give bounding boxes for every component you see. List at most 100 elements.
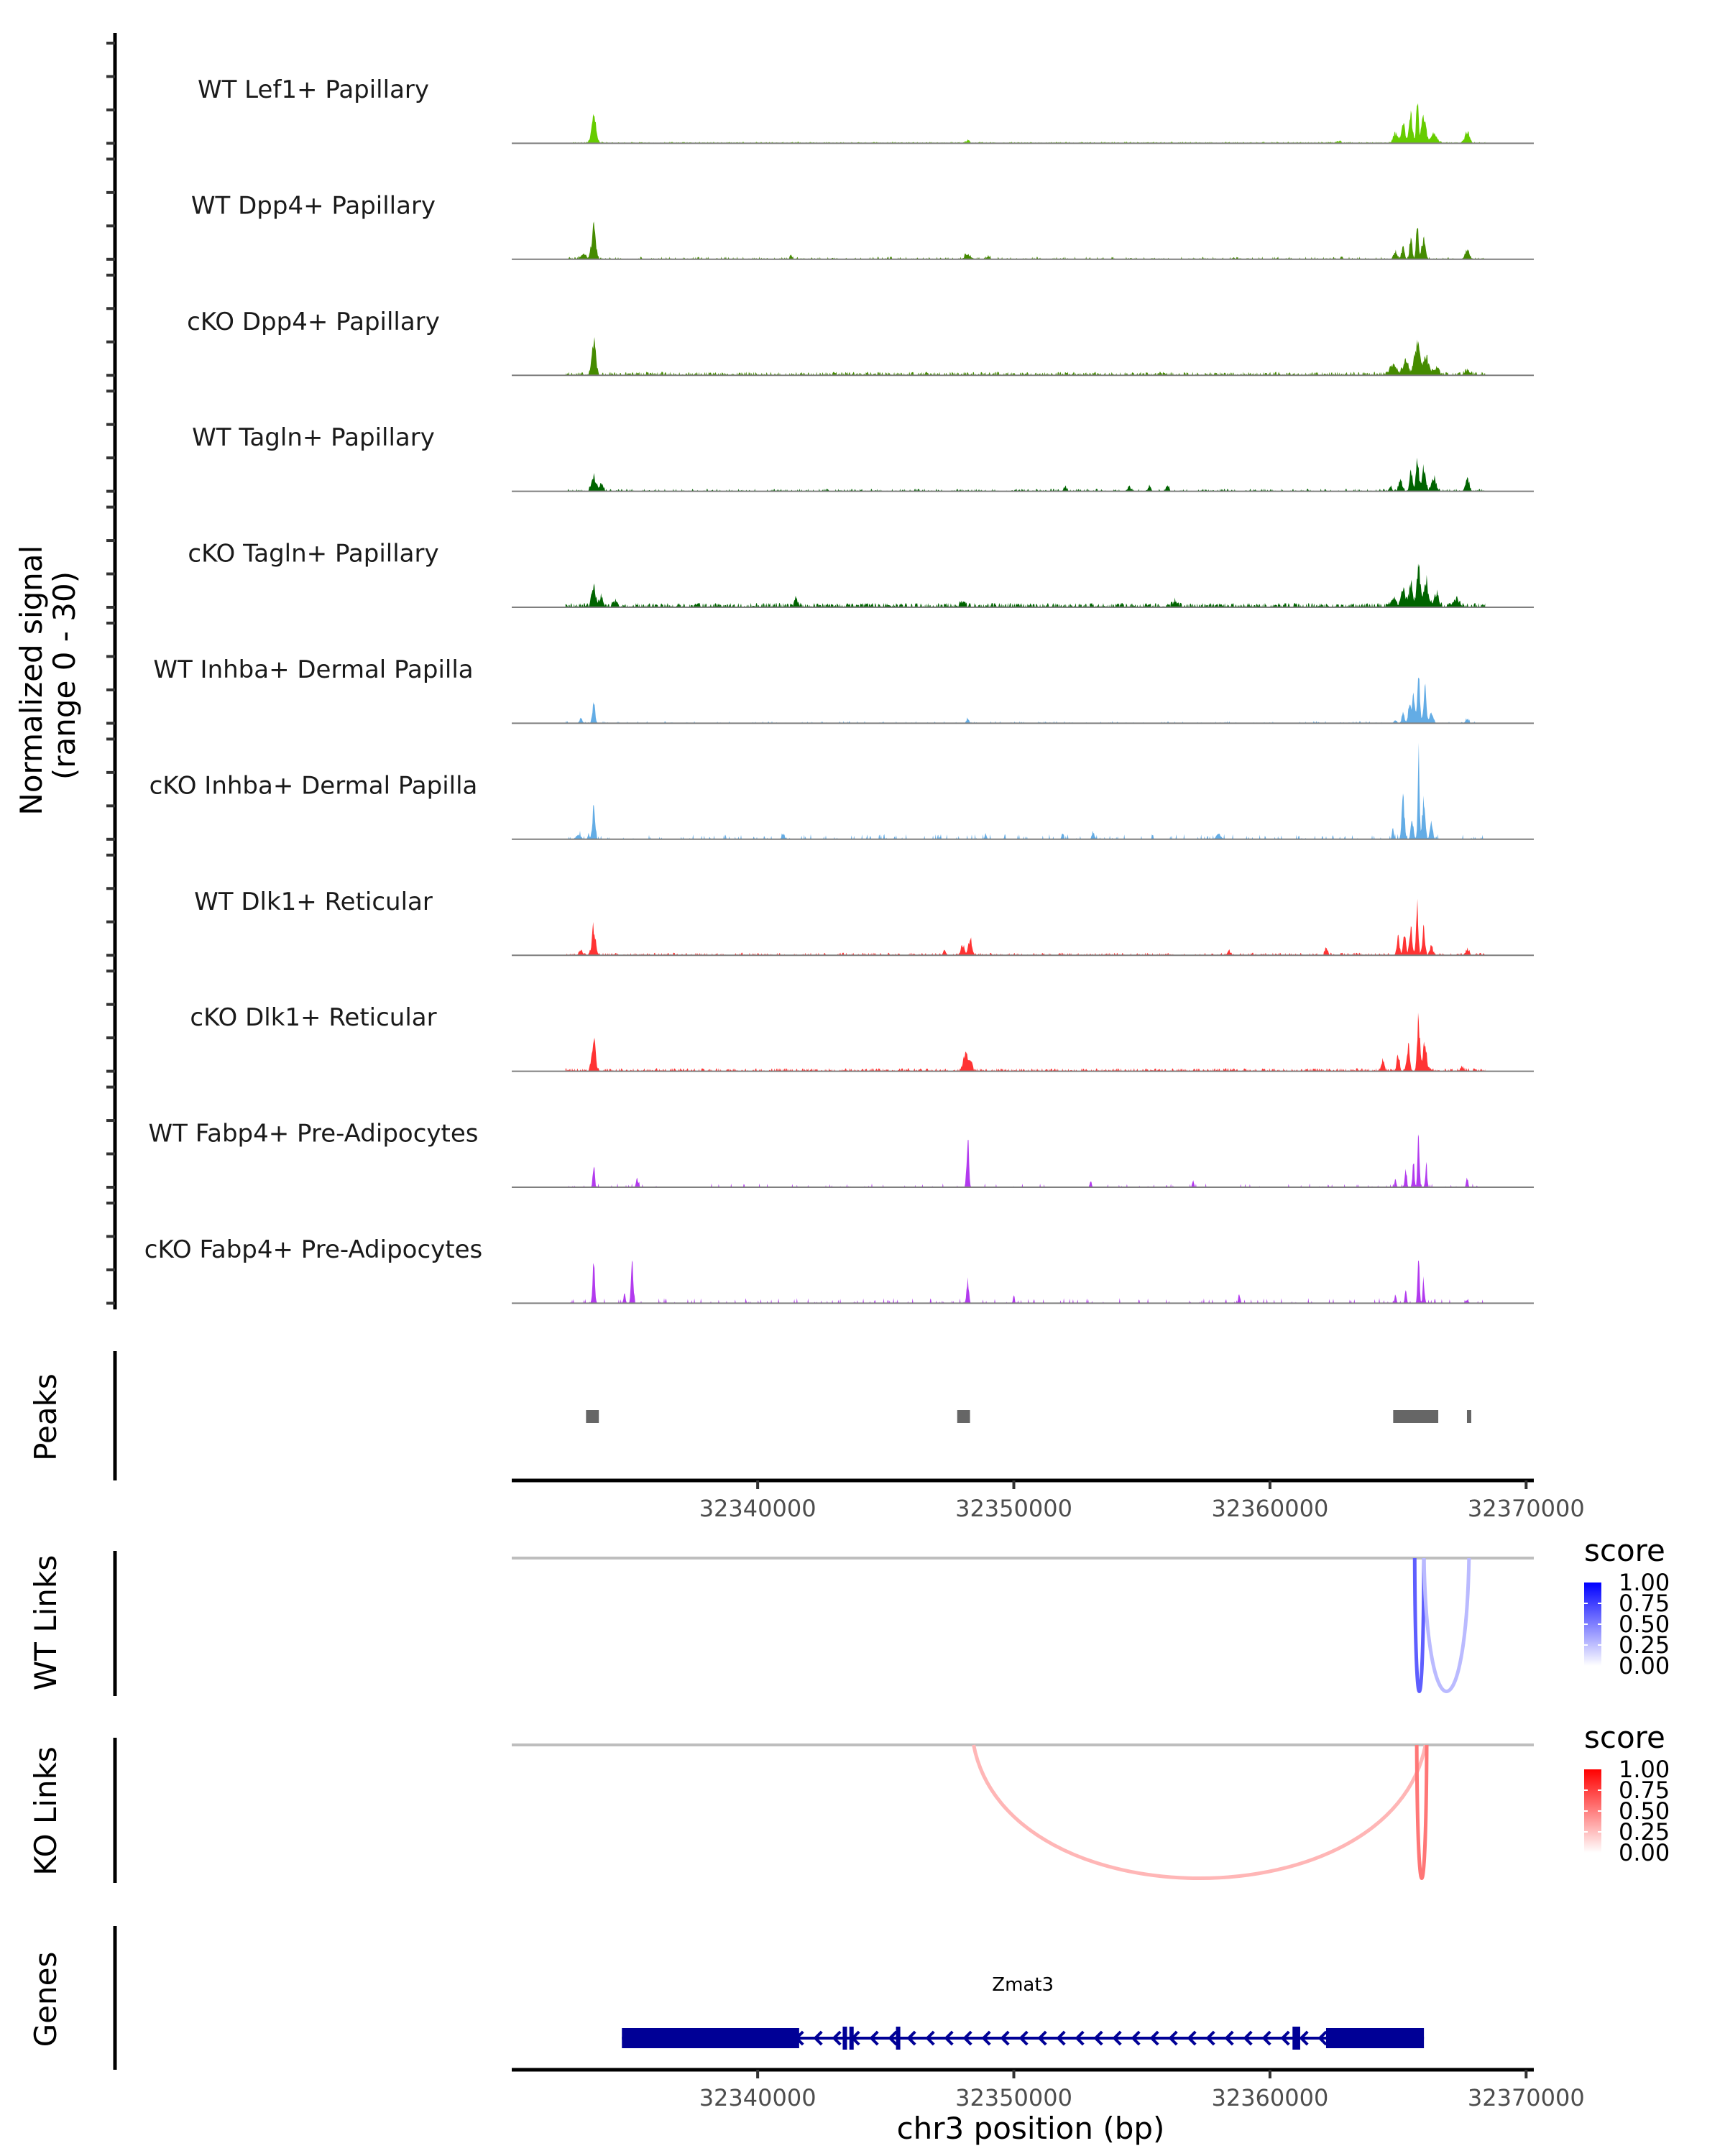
coverage-track: WT Inhba+ Dermal Papilla <box>153 655 1534 724</box>
legend-title: score <box>1584 1720 1665 1755</box>
coverage-track: cKO Dpp4+ Papillary <box>187 308 1534 377</box>
coverage-track: WT Dlk1+ Reticular <box>194 888 1534 957</box>
legend-tick-label: 0.75 <box>1619 1777 1670 1804</box>
legend-tick-label: 0.25 <box>1619 1631 1670 1659</box>
coverage-tracks: WT Lef1+ Papillary WT Dpp4+ Papillary cKO … <box>144 75 1534 1304</box>
coverage-track-label: WT Lef1+ Papillary <box>198 75 429 104</box>
peaks-track-label: Peaks <box>28 1373 63 1461</box>
strand-arrow-icon <box>813 2030 823 2046</box>
coverage-area <box>565 1013 1486 1072</box>
strand-arrow-icon <box>1261 2030 1271 2046</box>
x-tick-label: 32360000 <box>1211 1495 1328 1522</box>
strand-arrow-icon <box>1149 2030 1159 2046</box>
x-tick-label: 32340000 <box>699 1495 816 1522</box>
strand-arrow-icon <box>1299 2030 1309 2046</box>
gene-exon <box>1325 2028 1425 2048</box>
coverage-area <box>565 898 1486 956</box>
coverage-area <box>565 1260 1486 1304</box>
coverage-track-label: WT Dlk1+ Reticular <box>194 888 433 916</box>
strand-arrow-icon <box>944 2030 954 2046</box>
gene-name-label: Zmat3 <box>992 1974 1054 1996</box>
wt-link-arcs <box>1412 1557 1471 1694</box>
strand-arrow-icon <box>1168 2030 1178 2046</box>
strand-arrow-icon <box>1205 2030 1215 2046</box>
gene-models: Zmat3 <box>622 1974 1425 2050</box>
x-ticks-top: 32340000 32350000 32360000 32370000 <box>699 1480 1585 1522</box>
coverage-area <box>565 221 1486 259</box>
coverage-track-label: WT Inhba+ Dermal Papilla <box>153 655 473 684</box>
coverage-panel: Normalized signal (range 0 - 30) WT Lef1… <box>14 33 1534 1309</box>
legend-tick-label: 0.75 <box>1619 1590 1670 1617</box>
strand-arrow-icon <box>962 2030 972 2046</box>
legend-tick-label: 0.00 <box>1619 1652 1670 1680</box>
ko-link-arcs <box>972 1744 1429 1880</box>
coverage-track: WT Fabp4+ Pre-Adipocytes <box>149 1120 1534 1188</box>
legend-tick-label: 0.50 <box>1619 1797 1670 1825</box>
coverage-area <box>565 563 1486 607</box>
genes-track-label: Genes <box>28 1952 63 2047</box>
strand-arrow-icon <box>1280 2030 1290 2046</box>
legend-tick-label: 1.00 <box>1619 1569 1670 1596</box>
x-tick-label: 32350000 <box>955 2084 1072 2111</box>
ko-links-track-label: KO Links <box>28 1746 63 1876</box>
x-tick-label: 32350000 <box>955 1495 1072 1522</box>
genes-panel: Genes Zmat3 32340000 32350000 32360000 3237… <box>28 1926 1585 2146</box>
coverage-y-axis-title-line1: Normalized signal <box>14 545 49 816</box>
peak-interval <box>1466 1410 1471 1423</box>
strand-arrow-icon <box>1224 2030 1234 2046</box>
strand-arrow-icon <box>1075 2030 1085 2046</box>
coverage-area <box>565 677 1486 724</box>
coverage-track-label: cKO Fabp4+ Pre-Adipocytes <box>144 1235 483 1264</box>
strand-arrow-icon <box>1000 2030 1010 2046</box>
strand-arrow-icon <box>1037 2030 1047 2046</box>
legend-tick-label: 0.00 <box>1619 1839 1670 1866</box>
peak-interval <box>586 1410 599 1423</box>
strand-arrow-icon <box>981 2030 991 2046</box>
peak-intervals <box>586 1410 1471 1423</box>
gene-exon <box>896 2027 901 2050</box>
link-arc <box>1412 1557 1426 1693</box>
coverage-track: WT Tagln+ Papillary <box>192 423 1534 492</box>
coverage-track: WT Dpp4+ Papillary <box>191 191 1534 260</box>
link-arc <box>1414 1744 1429 1880</box>
coverage-track-label: WT Dpp4+ Papillary <box>191 191 436 220</box>
coverage-track: cKO Inhba+ Dermal Papilla <box>150 742 1534 840</box>
coverage-track-label: cKO Tagln+ Papillary <box>188 540 438 568</box>
coverage-y-axis-title-line2: (range 0 - 30) <box>47 571 82 780</box>
x-tick-label: 32360000 <box>1211 2084 1328 2111</box>
coverage-track: WT Lef1+ Papillary <box>198 75 1534 144</box>
strand-arrow-icon <box>1317 2030 1328 2046</box>
gene-exon <box>849 2027 854 2050</box>
link-arc <box>972 1744 1427 1880</box>
coverage-area <box>565 103 1486 144</box>
peak-interval <box>957 1410 970 1423</box>
coverage-track: cKO Dlk1+ Reticular <box>190 1003 1534 1072</box>
strand-arrow-icon <box>869 2030 879 2046</box>
strand-arrow-icon <box>1018 2030 1029 2046</box>
x-tick-label: 32370000 <box>1468 2084 1585 2111</box>
strand-arrow-icon <box>906 2030 916 2046</box>
x-axis-title: chr3 position (bp) <box>897 2111 1165 2146</box>
x-tick-label: 32370000 <box>1468 1495 1585 1522</box>
coverage-track-label: cKO Dlk1+ Reticular <box>190 1003 436 1032</box>
peak-interval <box>1393 1410 1439 1423</box>
coverage-track-label: cKO Inhba+ Dermal Papilla <box>150 771 478 800</box>
gene-exon <box>1292 2027 1300 2050</box>
x-ticks-bottom: 32340000 32350000 32360000 32370000 <box>699 2070 1585 2111</box>
gene-model: Zmat3 <box>622 1974 1425 2050</box>
coverage-area <box>565 337 1486 376</box>
strand-arrow-icon <box>1131 2030 1141 2046</box>
coverage-track-label: WT Fabp4+ Pre-Adipocytes <box>149 1120 479 1148</box>
coverage-track: cKO Tagln+ Papillary <box>188 540 1534 608</box>
coverage-area <box>565 457 1486 492</box>
strand-arrow-icon <box>888 2030 898 2046</box>
coverage-track-label: WT Tagln+ Papillary <box>192 423 435 452</box>
x-tick-label: 32340000 <box>699 2084 816 2111</box>
strand-arrow-icon <box>1243 2030 1253 2046</box>
strand-arrow-icon <box>1056 2030 1066 2046</box>
gene-exon <box>622 2028 799 2048</box>
strand-arrow-icon <box>1187 2030 1197 2046</box>
